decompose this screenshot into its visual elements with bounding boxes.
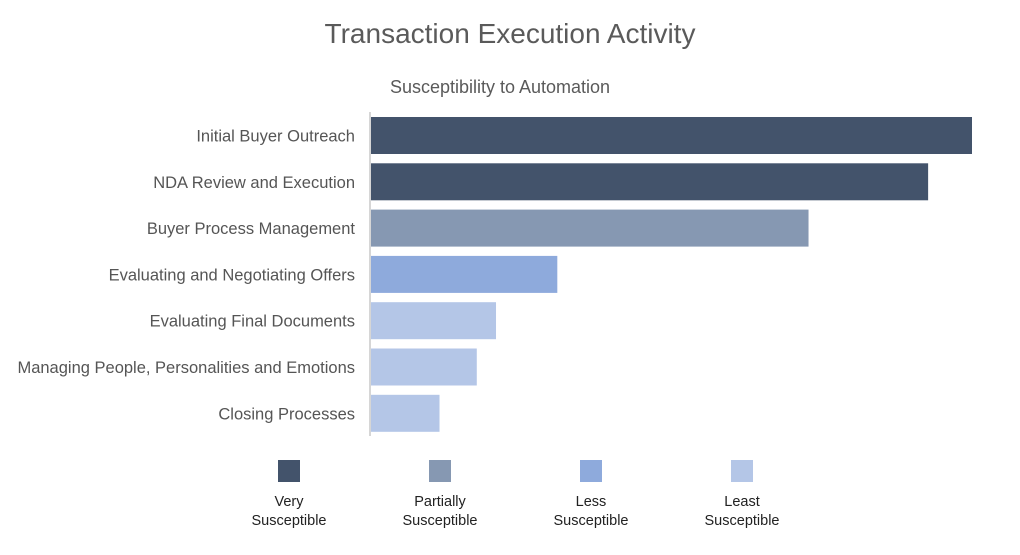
bar [371, 117, 972, 154]
legend-swatch [731, 460, 753, 482]
chart-subtitle: Susceptibility to Automation [390, 77, 610, 97]
category-label: NDA Review and Execution [153, 174, 355, 192]
legend-label: Least [724, 494, 759, 510]
bars [371, 117, 972, 432]
category-labels: Initial Buyer Outreach NDA Review and Exe… [17, 128, 355, 424]
legend-label: Susceptible [705, 513, 780, 529]
legend: Very Susceptible Partially Susceptible Less S… [252, 460, 780, 529]
legend-swatch [278, 460, 300, 482]
legend-label: Very [274, 494, 304, 510]
category-label: Managing People, Personalities and Emoti… [17, 359, 355, 377]
category-label: Initial Buyer Outreach [196, 128, 355, 146]
bar [371, 348, 477, 386]
legend-swatch [580, 460, 602, 482]
bar [371, 394, 440, 432]
category-label: Closing Processes [218, 405, 355, 423]
category-label: Evaluating and Negotiating Offers [109, 266, 355, 284]
legend-swatch [429, 460, 451, 482]
bar [371, 163, 929, 201]
category-label: Evaluating Final Documents [150, 313, 355, 331]
bar [371, 302, 497, 340]
legend-label: Susceptible [403, 513, 478, 529]
bar [371, 209, 809, 247]
category-label: Buyer Process Management [147, 220, 356, 238]
legend-label: Susceptible [252, 513, 327, 529]
legend-label: Partially [414, 494, 466, 510]
chart-title: Transaction Execution Activity [325, 18, 696, 49]
legend-label: Less [576, 494, 607, 510]
legend-label: Susceptible [554, 513, 629, 529]
bar [371, 255, 558, 293]
